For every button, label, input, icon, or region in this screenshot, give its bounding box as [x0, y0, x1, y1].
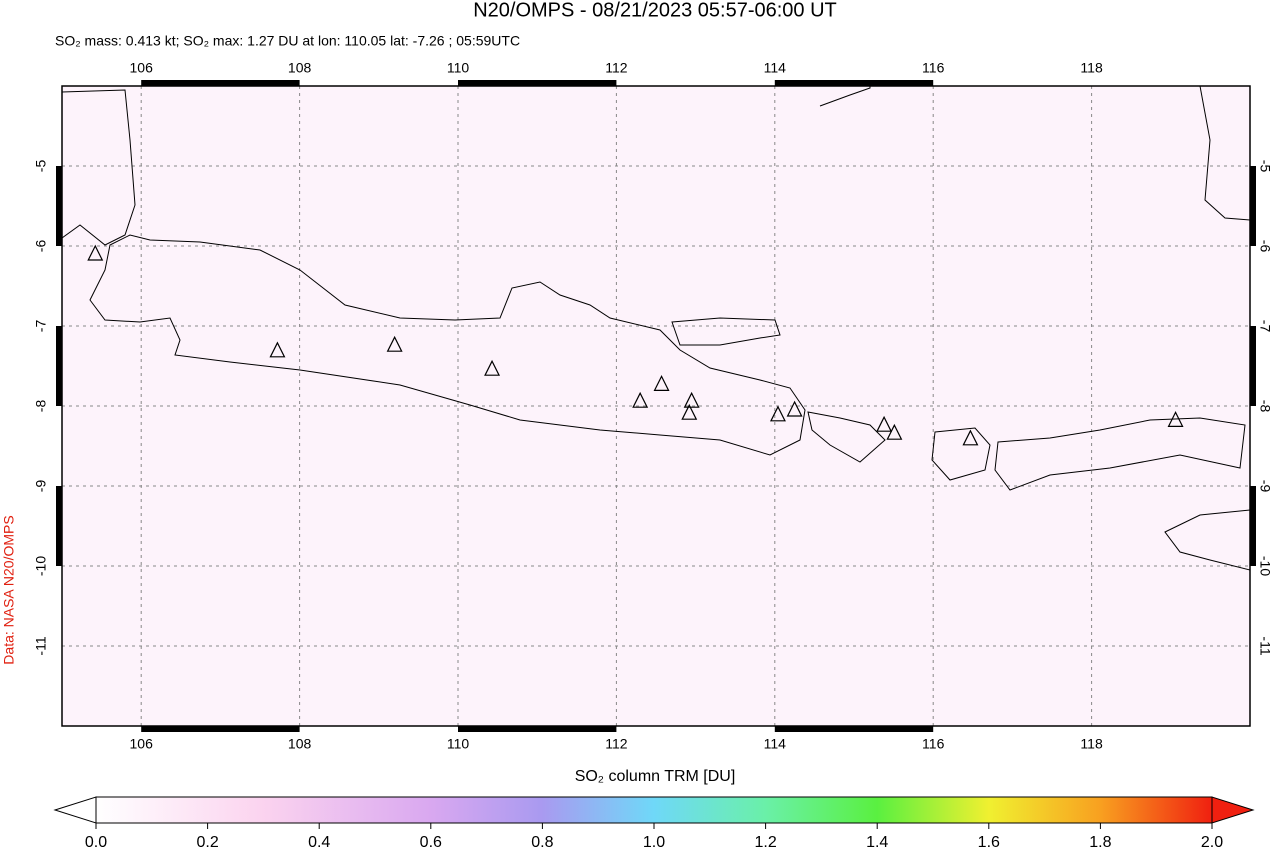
y-tick-label: -6 [1257, 240, 1272, 253]
x-tick-label: 118 [1080, 736, 1103, 752]
colorbar-tick-label: 1.2 [754, 834, 776, 851]
coastline [62, 89, 136, 246]
y-tick-label: -11 [1257, 636, 1272, 655]
volcano [87, 244, 104, 261]
coastline [819, 86, 871, 107]
colorbar-tick-label: 0.6 [420, 834, 442, 851]
x-tick-label: 116 [922, 60, 945, 76]
frame-band [56, 166, 62, 246]
y-tick-label: -5 [1257, 160, 1272, 173]
volcano [681, 403, 698, 420]
colorbar-tick-label: 1.4 [866, 834, 888, 851]
credit: Data: NASA N20/OMPS [1, 515, 17, 664]
x-tick-label: 108 [288, 60, 312, 76]
x-tick-label: 110 [447, 60, 470, 76]
y-tick-label: -7 [1257, 320, 1272, 333]
volcano [962, 429, 979, 446]
volcano [386, 335, 403, 352]
volcano [683, 391, 700, 408]
volcano [786, 400, 803, 417]
x-tick-label: 112 [605, 60, 628, 76]
y-tick-label: -9 [33, 480, 49, 493]
y-tick-label: -5 [33, 160, 49, 173]
volcano [269, 341, 286, 358]
x-tick-label: 108 [288, 736, 312, 752]
colorbar-over [1211, 796, 1255, 824]
colorbar-ramp [95, 796, 1213, 824]
colorbar-under [53, 796, 97, 824]
x-tick-label: 112 [605, 736, 628, 752]
coastline [1164, 509, 1250, 571]
x-tick-label: 114 [764, 60, 787, 76]
x-tick-label: 106 [130, 736, 154, 752]
colorbar-tick-label: 2.0 [1201, 834, 1223, 851]
volcano [886, 423, 903, 440]
frame-band [1250, 166, 1256, 246]
volcano [484, 359, 501, 376]
y-tick-label: -7 [33, 320, 49, 333]
subtitle: SO₂ mass: 0.413 kt; SO₂ max: 1.27 DU at … [55, 33, 520, 49]
volcano [632, 391, 649, 408]
coastline [931, 427, 991, 481]
title: N20/OMPS - 08/21/2023 05:57-06:00 UT [473, 0, 837, 21]
coastline [89, 234, 806, 456]
frame-band [1250, 486, 1256, 566]
map-frame [56, 80, 1256, 732]
colorbar-tick-label: 0.8 [531, 834, 553, 851]
coastline [994, 417, 1246, 491]
y-tick-label: -6 [33, 240, 49, 253]
y-tick-label: -9 [1257, 480, 1272, 493]
volcano [769, 405, 786, 422]
volcano [653, 375, 670, 391]
frame-band [56, 326, 62, 406]
colorbar-label: SO₂ column TRM [DU] [575, 768, 736, 785]
coastline [1199, 86, 1250, 221]
y-tick-label: -10 [1257, 556, 1272, 576]
frame-band [1250, 326, 1256, 406]
colorbar [53, 796, 1255, 829]
volcano [1167, 411, 1184, 427]
volcano [876, 415, 893, 432]
colorbar-tick-label: 0.0 [85, 834, 107, 851]
x-tick-label: 110 [447, 736, 470, 752]
y-tick-label: -10 [33, 556, 49, 576]
x-tick-label: 114 [764, 736, 787, 752]
y-tick-label: -8 [33, 400, 49, 413]
coastline [807, 411, 886, 463]
frame-band [56, 486, 62, 566]
frame-band [458, 80, 617, 86]
frame-band [774, 80, 934, 86]
coastlines [62, 86, 1250, 571]
frame-band [774, 726, 934, 732]
coastline [671, 317, 781, 346]
y-tick-label: -11 [33, 636, 49, 655]
frame-band [141, 80, 300, 86]
frame-band [141, 726, 300, 732]
x-tick-label: 118 [1080, 60, 1103, 76]
x-tick-label: 106 [130, 60, 154, 76]
grid [62, 86, 1250, 726]
x-tick-label: 116 [922, 736, 945, 752]
y-tick-label: -8 [1257, 400, 1272, 413]
colorbar-tick-label: 0.2 [196, 834, 218, 851]
colorbar-tick-label: 0.4 [308, 834, 330, 851]
colorbar-tick-label: 1.6 [978, 834, 1000, 851]
colorbar-tick-label: 1.8 [1089, 834, 1111, 851]
volcanoes [87, 244, 1184, 446]
colorbar-tick-label: 1.0 [643, 834, 665, 851]
frame-band [458, 726, 617, 732]
